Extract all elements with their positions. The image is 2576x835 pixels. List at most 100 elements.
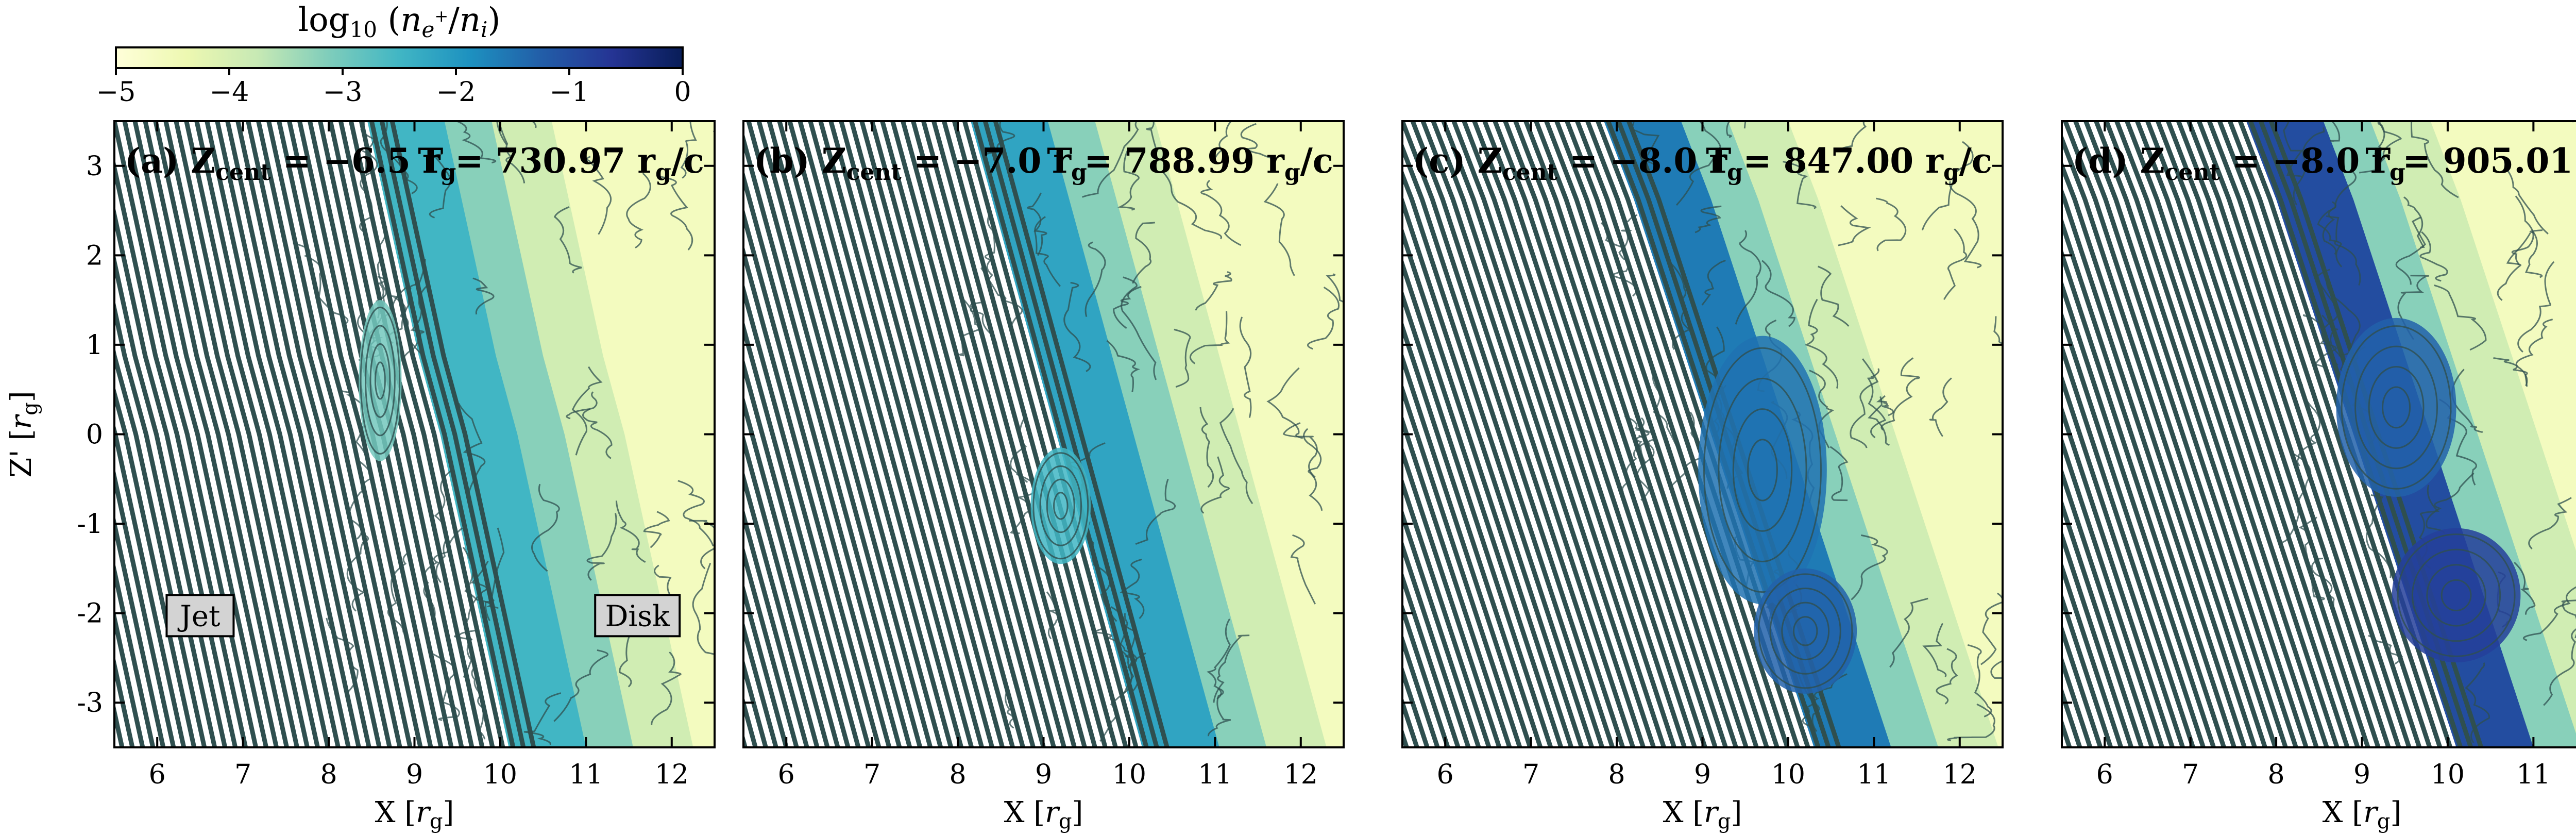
panel-label: (a) Zcent = −6.5 rg — [125, 141, 456, 186]
disk-streamline — [346, 534, 369, 612]
disk-streamline — [359, 149, 378, 233]
jet-streamline — [114, 298, 217, 747]
disk-streamline — [626, 173, 651, 249]
x-tick-label: 7 — [234, 759, 251, 790]
panel-time: T = 847.00 rg/c — [1706, 141, 1992, 186]
disk-streamline — [1735, 230, 1761, 325]
disk-streamline — [643, 511, 670, 548]
jet-streamline — [743, 281, 871, 747]
x-tick-label: 8 — [1608, 759, 1625, 790]
disk-streamline — [496, 121, 507, 145]
colorbar-tick-label: −5 — [96, 77, 136, 108]
jet-streamline — [1451, 121, 1666, 747]
jet-streamline — [2227, 121, 2443, 747]
vortex-streamline — [2426, 564, 2486, 627]
disk-streamline — [1121, 276, 1157, 380]
disk-streamline — [2374, 121, 2385, 155]
disk-streamline — [959, 297, 981, 357]
disk-streamline — [1967, 644, 1992, 717]
vortex-streamline — [2397, 533, 2516, 657]
disk-streamline — [1876, 395, 1894, 416]
x-tick-label: 10 — [2431, 759, 2465, 790]
jet-streamline — [1402, 288, 1553, 747]
jet-streamline — [1402, 351, 1533, 747]
jet-streamline — [1431, 121, 1646, 747]
disk-streamline — [1943, 228, 1968, 300]
disk-streamline — [2311, 557, 2335, 613]
panel-label: (b) Zcent = −7.0 rg — [754, 141, 1087, 186]
vortex-streamline — [369, 343, 391, 418]
jet-streamline — [890, 121, 1066, 747]
jet-streamline — [1402, 121, 1615, 747]
colorbar-tick-label: −2 — [436, 77, 476, 108]
jet-streamline — [2156, 121, 2370, 747]
disk-streamline — [615, 500, 646, 563]
jet-streamline — [1402, 195, 1584, 747]
x-tick-label: 7 — [863, 759, 880, 790]
disk-streamline — [2283, 121, 2304, 178]
jet-streamline — [205, 121, 351, 747]
disk-streamline — [2515, 319, 2553, 387]
jet-streamline — [114, 607, 145, 747]
jet-streamline — [798, 121, 974, 747]
disk-streamline — [2302, 314, 2337, 372]
disk-streamline — [2330, 121, 2341, 142]
x-tick-label: 8 — [320, 759, 337, 790]
jet-streamline — [174, 121, 320, 747]
disk-streamline — [1829, 446, 1849, 502]
disk-streamline — [454, 629, 477, 678]
disk-streamline — [1046, 591, 1060, 640]
jet-streamline — [1410, 121, 1625, 747]
y-tick-label: 3 — [86, 151, 103, 182]
jet-streamline — [287, 121, 433, 747]
disk-streamline — [970, 301, 998, 349]
jet-streamline — [338, 121, 485, 747]
disk-streamline — [1818, 265, 1850, 327]
jet-streamline — [114, 513, 166, 747]
vortex — [1030, 447, 1091, 564]
x-tick-label: 10 — [1112, 759, 1146, 790]
jet-streamline — [743, 544, 799, 747]
jet-streamline — [277, 121, 423, 747]
disk-streamline — [1135, 479, 1176, 545]
disk-streamline — [1947, 703, 1995, 742]
disk-streamline — [1087, 521, 1117, 622]
disk-streamline — [429, 153, 451, 219]
jet-streamline — [1402, 141, 1605, 747]
panel-label: (d) Zcent = −8.0 rg — [2072, 141, 2405, 186]
disk-streamline — [713, 129, 715, 132]
jet-streamline — [942, 121, 1118, 747]
jet-streamline — [2104, 121, 2319, 747]
jet-streamline — [114, 345, 207, 747]
disk-streamline — [1200, 456, 1230, 514]
disk-streamline — [1889, 597, 1928, 668]
annotation-box — [165, 594, 235, 638]
jet-streamline — [828, 121, 1005, 747]
jet-streamline — [2062, 186, 2247, 747]
jet-streamline — [143, 121, 289, 747]
jet-streamline — [2217, 121, 2432, 747]
disk-streamline — [1263, 183, 1295, 276]
jet-streamline — [1420, 121, 1635, 747]
disk-streamline — [1936, 648, 1958, 705]
disk-streamline — [1949, 181, 1982, 269]
x-tick-label: 11 — [1857, 759, 1891, 790]
disk-streamline — [2365, 494, 2392, 578]
jet-streamline — [114, 204, 238, 747]
vortex-streamline — [365, 325, 396, 437]
panels: (a) Zcent = −6.5 rgT = 730.97 rg/c6 7 8 9 10… — [5, 120, 2576, 833]
disk-streamline — [1851, 534, 1888, 600]
disk-streamline — [1811, 673, 1848, 732]
disk-streamline — [582, 408, 613, 459]
disk-streamline — [1082, 121, 1139, 198]
vortex — [2336, 318, 2456, 497]
disk-streamline — [1063, 281, 1091, 372]
disk-streamline — [2395, 216, 2426, 285]
y-tick-label: -3 — [77, 688, 103, 719]
disk-streamline — [1850, 358, 1879, 448]
disk-streamline — [979, 258, 1023, 334]
jet-streamline — [194, 121, 341, 747]
disk-streamline — [2511, 195, 2534, 265]
disk-streamline — [1694, 205, 1722, 233]
disk-streamline — [523, 692, 562, 745]
